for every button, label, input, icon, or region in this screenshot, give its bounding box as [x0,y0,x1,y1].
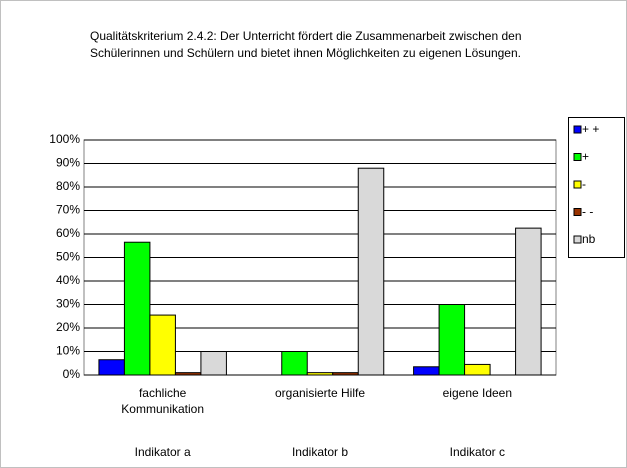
legend-swatch [573,180,582,189]
bar [149,314,176,376]
legend-swatch [573,208,582,216]
y-tick-label: 60% [56,226,80,240]
bar [515,227,542,376]
legend-label: - [582,177,586,191]
bar [123,241,151,376]
y-tick-label: 50% [56,250,80,264]
legend-label: - - [582,205,593,219]
y-tick-label: 70% [56,203,80,217]
x-tick-label: fachliche Kommunikation [121,386,205,416]
bar [281,351,308,376]
y-tick-label: 100% [49,132,80,146]
legend-swatch [573,125,582,134]
legend-label: + [582,150,589,164]
y-tick-label: 0% [63,367,81,381]
y-tick-label: 10% [56,344,80,358]
y-tick-label: 90% [56,156,80,170]
x-tick-label: organisierte Hilfe [274,386,366,400]
bar [357,167,385,376]
bar [413,366,440,376]
y-tick-label: 80% [56,179,80,193]
indicator-label: Indikator c [449,445,505,459]
y-tick-label: 20% [56,320,80,334]
x-tick-label: eigene Ideen [442,386,513,400]
legend-swatch [573,153,582,161]
bar [438,304,466,376]
indicator-label: Indikator a [134,445,191,459]
y-tick-label: 30% [56,297,80,311]
bar [98,359,125,376]
y-tick-label: 40% [56,273,80,287]
bar [464,363,491,376]
chart-title: Qualitätskriterium 2.4.2: Der Unterricht… [90,29,522,60]
legend-label: + + [582,122,599,136]
legend-label: nb [582,232,596,246]
bar [200,351,227,376]
legend-swatch [573,235,582,244]
indicator-label: Indikator b [291,445,349,459]
